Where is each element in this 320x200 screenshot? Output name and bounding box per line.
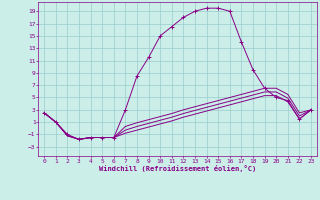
X-axis label: Windchill (Refroidissement éolien,°C): Windchill (Refroidissement éolien,°C) <box>99 165 256 172</box>
